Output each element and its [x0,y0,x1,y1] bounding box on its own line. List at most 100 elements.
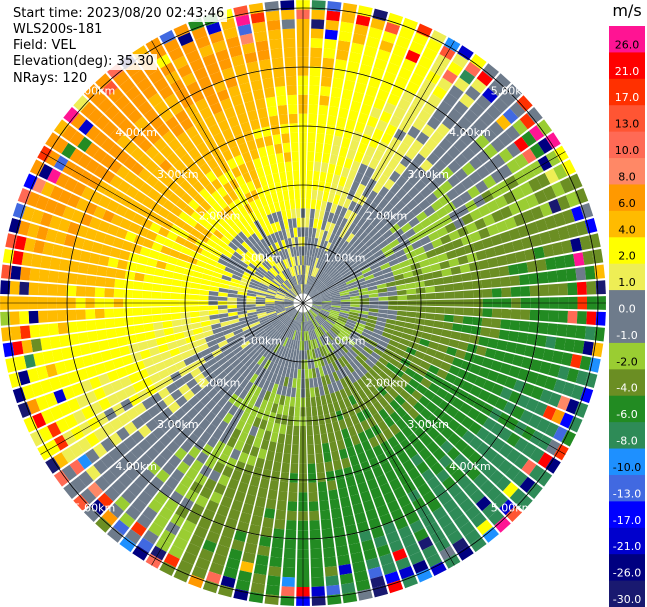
ray-gate [257,146,268,158]
ray-gate [261,468,272,480]
ray-gate [306,285,311,295]
ray-gate [373,58,388,71]
ray-gate [343,353,352,363]
ray-gate [325,575,340,587]
ray-gate [595,280,606,295]
ray-gate [228,190,239,202]
ray-gate [119,512,136,528]
ray-gate [190,316,201,324]
ray-gate [107,526,124,543]
ray-gate [131,176,145,190]
ray-gate [447,529,464,545]
ray-gate [252,416,262,428]
ray-gate [291,310,298,319]
ray-gate [97,492,114,509]
ray-gate [465,85,481,101]
ray-gate [482,213,496,227]
ray-gate [180,440,193,453]
ray-gate [321,296,331,300]
ray-gate [315,316,323,325]
ray-gate [30,253,43,268]
ray-gate [285,529,297,540]
ray-gate [270,362,278,373]
ray-gate [87,264,99,276]
ray-gate [123,308,134,317]
ray-gate [179,179,192,192]
ray-gate [372,182,384,194]
ray-gate [299,284,302,294]
ray-gate [285,228,291,239]
ray-gate [310,28,324,39]
ray-gate [448,338,460,349]
ray-gate [327,432,336,443]
ray-gate [105,267,117,278]
ray-gate [306,406,312,417]
ray-gate [304,321,307,332]
ray-gate [134,475,149,490]
ray-gate [230,342,241,352]
ray-gate [234,331,245,339]
ray-gate [463,109,479,124]
ray-gate [404,276,415,284]
ray-gate [483,447,498,463]
ray-gate [478,366,491,379]
ray-gate [200,249,212,258]
ray-gate [163,357,175,368]
ray-gate [365,448,376,461]
ray-gate [256,428,265,440]
ray-gate [427,498,442,513]
ray-gate [336,155,346,167]
ray-gate [265,246,274,257]
ray-gate [68,260,80,273]
ray-gate [270,222,278,233]
ray-gate [579,355,592,371]
ray-gate [115,327,126,337]
ray-gate [312,329,318,339]
ray-gate [270,373,278,384]
ray-gate [338,448,349,460]
ray-gate [304,236,308,247]
ray-gate [595,311,606,326]
ray-gate [506,432,521,448]
ray-gate [292,330,297,340]
ray-gate [284,347,290,358]
ray-gate [496,255,508,267]
ray-gate [304,284,307,294]
ray-gate [94,362,107,375]
ray-gate [289,247,295,257]
ray-gate [276,334,284,344]
ray-gate [394,162,407,175]
ray-gate [273,393,281,405]
ray-gate [331,339,340,348]
ray-gate [340,240,349,251]
ray-gate [296,321,300,331]
ray-gate [478,389,491,402]
ray-gate [389,183,401,195]
ray-gate [152,426,166,440]
ray-gate [176,131,190,145]
ray-gate [276,309,286,314]
ray-gate [309,85,320,96]
range-label: 4.00km [449,126,491,139]
ray-gate [320,200,327,211]
ray-gate [33,352,45,367]
ray-gate [142,238,155,249]
ray-gate [452,53,469,69]
ray-gate [276,290,286,296]
ray-gate [324,565,338,577]
ray-gate [483,159,498,174]
ray-gate [327,480,337,491]
ray-gate [453,315,464,324]
ray-gate [158,506,174,521]
ray-gate [123,156,137,170]
colorbar-swatch [609,184,645,212]
ray-gate [349,311,359,317]
ray-gate [437,100,453,115]
ray-gate [397,305,408,311]
ray-gate [217,396,228,408]
ray-gate [434,350,446,361]
ray-gate [300,312,303,322]
ray-gate [201,149,214,163]
ray-gate [246,304,256,308]
ray-gate [336,478,347,490]
